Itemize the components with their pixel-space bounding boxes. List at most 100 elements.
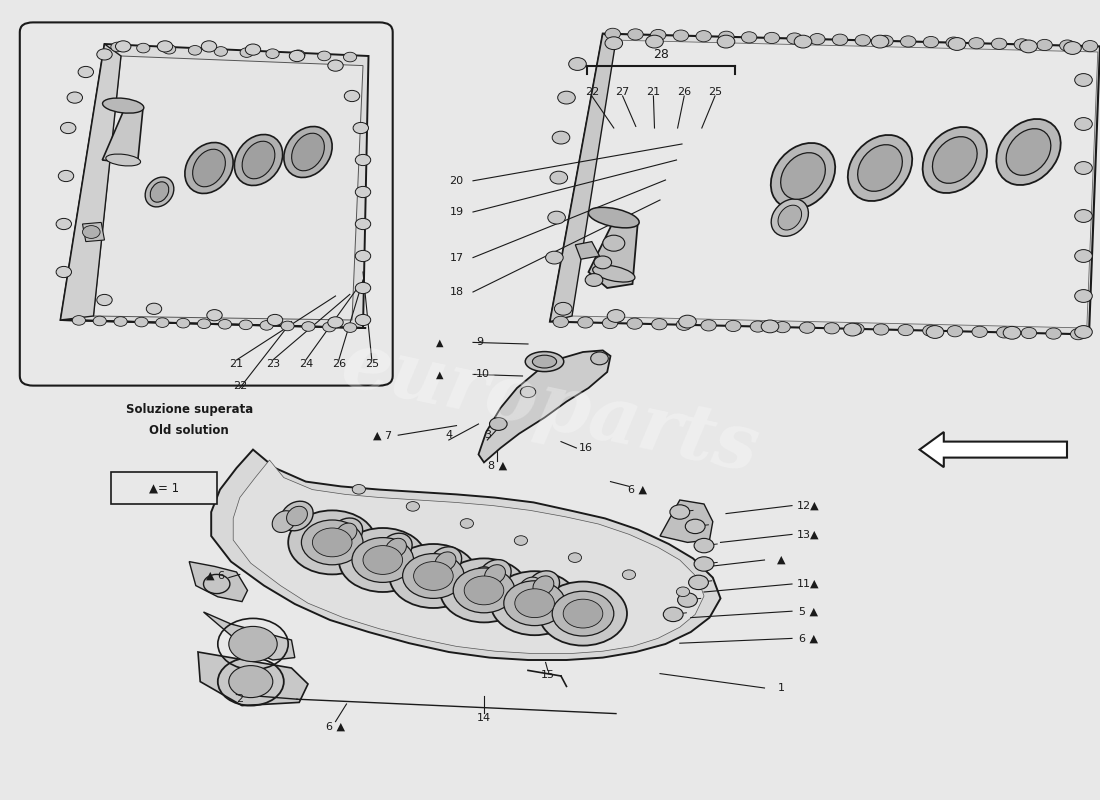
Polygon shape [204,612,295,660]
Text: 26: 26 [678,87,691,97]
Circle shape [328,317,343,328]
Ellipse shape [371,541,395,563]
Ellipse shape [534,576,553,595]
Circle shape [553,316,569,327]
Ellipse shape [526,351,563,371]
Circle shape [558,91,575,104]
Circle shape [1020,40,1037,53]
Circle shape [229,626,277,662]
Text: 15: 15 [541,670,554,680]
Ellipse shape [858,145,902,191]
Ellipse shape [1006,129,1050,175]
Circle shape [628,29,643,40]
Circle shape [591,352,608,365]
Text: ▲ 6: ▲ 6 [206,571,225,581]
Circle shape [78,66,94,78]
Circle shape [696,30,712,42]
Polygon shape [233,460,704,654]
Circle shape [676,587,690,597]
Circle shape [355,250,371,262]
Circle shape [794,35,812,48]
Circle shape [948,38,966,50]
Circle shape [1064,42,1081,54]
Circle shape [923,37,938,48]
Circle shape [871,35,889,48]
Circle shape [663,607,683,622]
Text: 6 ▲: 6 ▲ [628,485,648,494]
Circle shape [800,322,815,334]
Circle shape [406,502,419,511]
Circle shape [810,34,825,45]
Circle shape [260,321,273,330]
Circle shape [1037,39,1053,50]
Polygon shape [60,44,121,320]
Text: 17: 17 [450,253,463,262]
Circle shape [328,60,343,71]
Circle shape [786,33,802,44]
Circle shape [515,536,528,546]
Circle shape [198,319,211,329]
Circle shape [539,582,627,646]
Circle shape [650,30,666,41]
Circle shape [414,562,453,590]
Text: 19: 19 [450,207,463,217]
Ellipse shape [272,510,296,533]
Text: 21: 21 [647,87,660,97]
Ellipse shape [234,134,283,186]
Circle shape [947,326,962,337]
Circle shape [701,320,716,331]
Circle shape [94,316,107,326]
FancyBboxPatch shape [20,22,393,386]
Circle shape [214,46,228,56]
Circle shape [1014,38,1030,50]
Circle shape [844,323,861,336]
Circle shape [607,310,625,322]
Polygon shape [572,40,1098,328]
Circle shape [229,666,273,698]
Text: 8 ▲: 8 ▲ [487,461,507,470]
Circle shape [288,510,376,574]
Circle shape [873,324,889,335]
Circle shape [750,321,766,332]
Circle shape [552,131,570,144]
Text: europarts: europarts [334,326,766,490]
Circle shape [678,593,697,607]
Ellipse shape [848,135,912,201]
Text: ▲: ▲ [437,338,443,347]
Circle shape [569,553,582,562]
Ellipse shape [106,154,141,166]
Circle shape [116,41,131,52]
Circle shape [355,154,371,166]
Text: 10: 10 [476,370,491,379]
Circle shape [352,485,365,494]
Circle shape [97,49,112,60]
Circle shape [280,321,294,330]
Circle shape [312,528,352,557]
Text: 28: 28 [653,48,669,61]
Circle shape [240,48,253,58]
Circle shape [1075,210,1092,222]
Circle shape [403,554,464,598]
Circle shape [136,43,150,53]
Text: 25: 25 [365,359,378,369]
Circle shape [301,322,315,331]
Ellipse shape [185,142,233,194]
Text: 25: 25 [708,87,722,97]
Circle shape [1075,162,1092,174]
Circle shape [157,41,173,52]
Polygon shape [60,44,369,328]
Circle shape [1075,290,1092,302]
Circle shape [969,38,984,49]
Circle shape [322,322,335,332]
Ellipse shape [284,126,332,178]
Circle shape [1075,250,1092,262]
Circle shape [563,599,603,628]
Circle shape [605,37,623,50]
Ellipse shape [593,265,635,282]
Circle shape [266,49,279,58]
Text: 3: 3 [484,430,491,440]
Circle shape [156,318,169,327]
Text: 2: 2 [236,694,243,704]
Circle shape [569,58,586,70]
Text: ▲ 7: ▲ 7 [373,430,393,440]
